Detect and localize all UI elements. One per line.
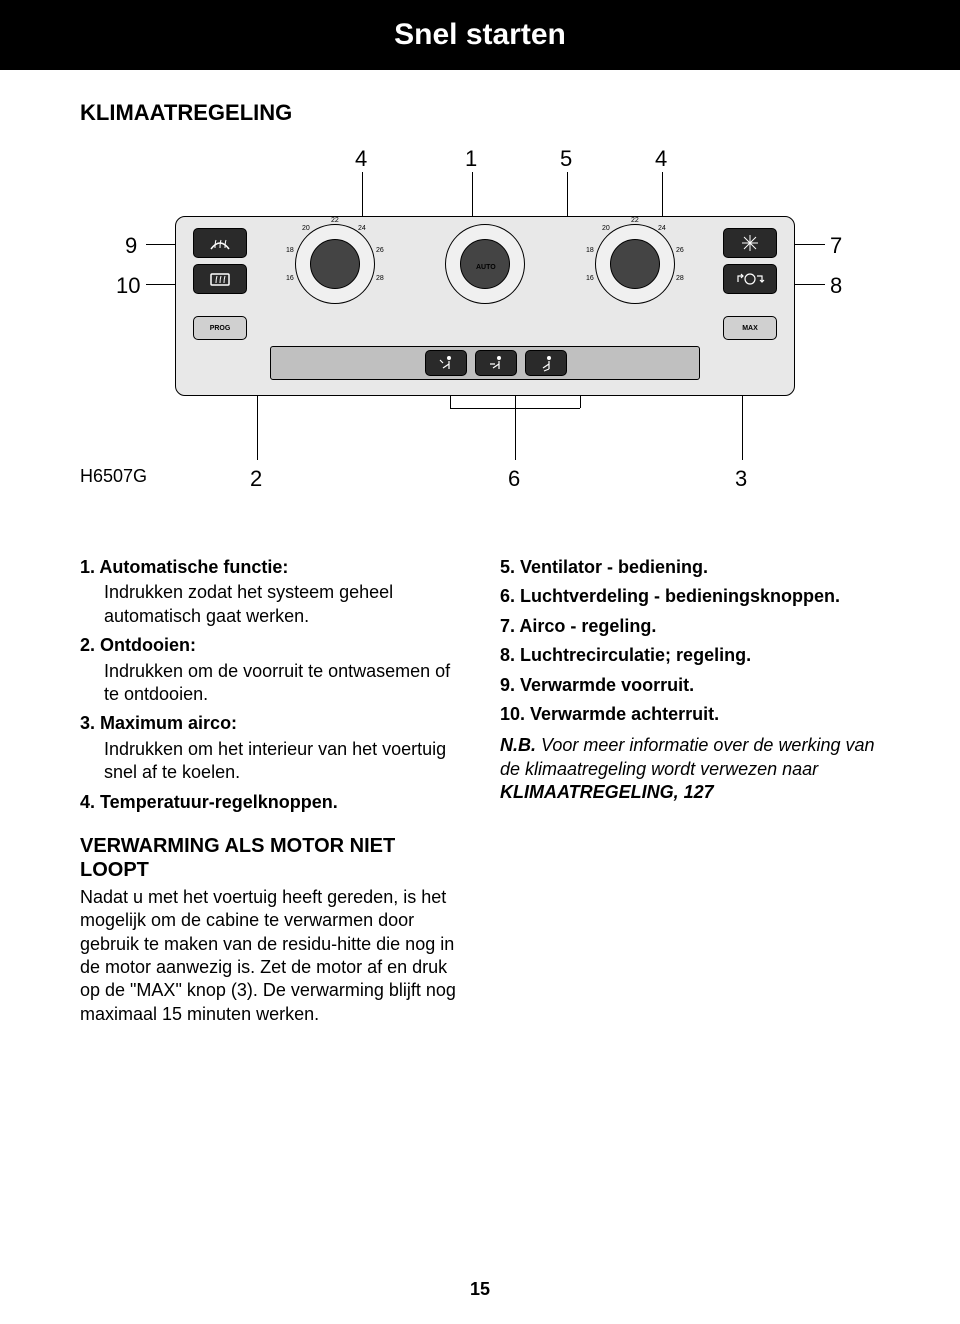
callout-number: 4 — [355, 146, 367, 172]
list-item: 2. Ontdooien:Indrukken om de voorruit te… — [80, 634, 460, 706]
auto-label: AUTO — [476, 264, 496, 271]
tick: 22 — [631, 217, 639, 224]
callout-number: 7 — [830, 233, 842, 259]
page-content: KLIMAATREGELING 415426391078 H6507G PROG — [0, 100, 960, 1026]
left-list: 1. Automatische functie:Indrukken zodat … — [80, 556, 460, 814]
subheading: VERWARMING ALS MOTOR NIET LOOPT — [80, 834, 460, 882]
tick: 18 — [286, 247, 294, 254]
airflow-button-2 — [475, 350, 517, 376]
climate-panel: PROG MAX 16 18 20 22 24 26 28 — [175, 216, 795, 396]
note-ref: KLIMAATREGELING, 127 — [500, 782, 714, 802]
list-item: 6. Luchtverdeling - bedieningsknoppen. — [500, 585, 880, 608]
max-button: MAX — [723, 316, 777, 340]
tick: 16 — [586, 275, 594, 282]
tick: 18 — [586, 247, 594, 254]
dial-knob — [610, 239, 660, 289]
callout-number: 6 — [508, 466, 520, 492]
callout-number: 9 — [125, 233, 137, 259]
callout-number: 2 — [250, 466, 262, 492]
tick: 20 — [302, 225, 310, 232]
tick: 26 — [376, 247, 384, 254]
sub-paragraph: Nadat u met het voertuig heeft gereden, … — [80, 886, 460, 1026]
section-title: KLIMAATREGELING — [80, 100, 880, 126]
airflow-button-3 — [525, 350, 567, 376]
recirc-button — [723, 264, 777, 294]
temp-dial-right: 16 18 20 22 24 26 28 — [595, 224, 675, 304]
callout-number: 4 — [655, 146, 667, 172]
airflow-icon — [537, 354, 555, 372]
airflow-icon — [487, 354, 505, 372]
defrost-rear-icon — [209, 271, 231, 287]
list-item: 3. Maximum airco:Indrukken om het interi… — [80, 712, 460, 784]
list-item: 9. Verwarmde voorruit. — [500, 674, 880, 697]
diagram-area: 415426391078 H6507G PROG MAX — [80, 146, 880, 536]
fan-dial: AUTO — [445, 224, 525, 304]
note: N.B. Voor meer informatie over de werkin… — [500, 734, 880, 804]
heated-rear-button — [193, 264, 247, 294]
tick: 28 — [376, 275, 384, 282]
prog-button: PROG — [193, 316, 247, 340]
text-columns: 1. Automatische functie:Indrukken zodat … — [80, 556, 880, 1026]
tick: 24 — [658, 225, 666, 232]
list-item: 4. Temperatuur-regelknoppen. — [80, 791, 460, 814]
tick: 28 — [676, 275, 684, 282]
airflow-icon — [437, 354, 455, 372]
list-item: 1. Automatische functie:Indrukken zodat … — [80, 556, 460, 628]
prog-label: PROG — [210, 325, 231, 332]
figure-reference: H6507G — [80, 466, 147, 487]
note-text: Voor meer informatie over de werking van… — [500, 735, 874, 778]
callout-number: 1 — [465, 146, 477, 172]
heated-windscreen-button — [193, 228, 247, 258]
dial-knob — [310, 239, 360, 289]
right-list: 5. Ventilator - bediening. 6. Luchtverdel… — [500, 556, 880, 726]
header-title: Snel starten — [394, 18, 566, 52]
tick: 16 — [286, 275, 294, 282]
list-item: 7. Airco - regeling. — [500, 615, 880, 638]
snowflake-icon — [741, 234, 759, 252]
temp-dial-left: 16 18 20 22 24 26 28 — [295, 224, 375, 304]
callout-number: 3 — [735, 466, 747, 492]
callout-number: 5 — [560, 146, 572, 172]
list-item: 8. Luchtrecirculatie; regeling. — [500, 644, 880, 667]
callout-number: 10 — [116, 273, 140, 299]
ac-button — [723, 228, 777, 258]
page-header: Snel starten — [0, 0, 960, 70]
note-nb: N.B. — [500, 735, 536, 755]
callout-line — [450, 408, 580, 409]
list-item: 10. Verwarmde achterruit. — [500, 703, 880, 726]
tick: 20 — [602, 225, 610, 232]
tick: 22 — [331, 217, 339, 224]
tick: 26 — [676, 247, 684, 254]
defrost-front-icon — [209, 235, 231, 251]
list-item: 5. Ventilator - bediening. — [500, 556, 880, 579]
recirc-icon — [735, 272, 765, 286]
tick: 24 — [358, 225, 366, 232]
page-number: 15 — [0, 1279, 960, 1300]
left-column: 1. Automatische functie:Indrukken zodat … — [80, 556, 460, 1026]
airflow-button-1 — [425, 350, 467, 376]
callout-number: 8 — [830, 273, 842, 299]
max-label: MAX — [742, 325, 758, 332]
right-column: 5. Ventilator - bediening. 6. Luchtverdel… — [500, 556, 880, 1026]
